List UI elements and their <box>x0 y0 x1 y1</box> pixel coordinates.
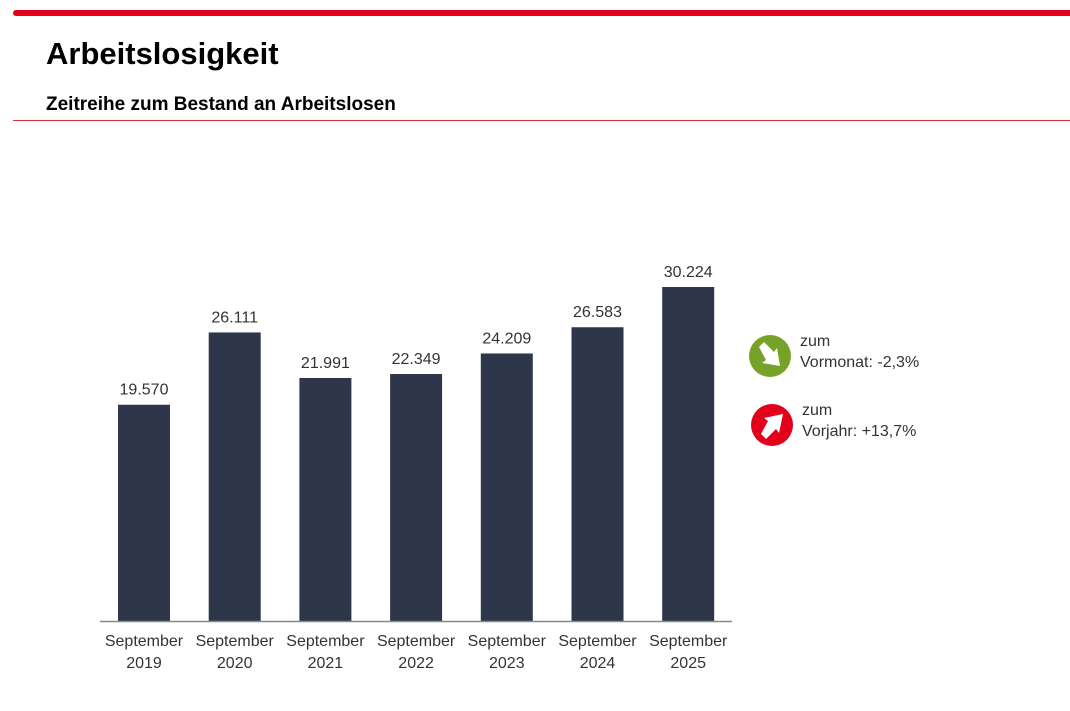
page-subtitle: Zeitreihe zum Bestand an Arbeitslosen <box>46 94 396 115</box>
x-tick-label: 2020 <box>217 655 253 672</box>
indicator-label: zum <box>800 333 831 350</box>
data-label: 30.224 <box>664 264 713 281</box>
x-tick-label: 2022 <box>398 655 434 672</box>
x-tick-label: 2023 <box>489 655 525 672</box>
x-tick-label: September <box>196 633 275 650</box>
indicator-value: Vorjahr: +13,7% <box>802 423 917 440</box>
indicator-value: Vormonat: -2,3% <box>800 354 920 371</box>
bar <box>571 327 624 621</box>
page-title: Arbeitslosigkeit <box>46 36 279 71</box>
data-label: 21.991 <box>301 355 350 372</box>
top-accent-bar <box>13 10 1070 16</box>
x-tick-label: September <box>286 633 365 650</box>
bar <box>208 332 261 621</box>
data-label: 26.111 <box>211 309 258 326</box>
bar <box>480 353 533 621</box>
x-tick-label: September <box>377 633 456 650</box>
bar <box>299 377 352 621</box>
divider <box>13 120 1070 121</box>
data-label: 22.349 <box>392 351 441 368</box>
arrow-down-right-icon <box>749 335 791 377</box>
indicator-label: zum <box>802 402 833 419</box>
data-label: 24.209 <box>482 330 531 347</box>
x-tick-label: 2024 <box>580 655 616 672</box>
x-tick-label: September <box>649 633 728 650</box>
x-tick-label: 2021 <box>308 655 344 672</box>
x-tick-label: 2019 <box>126 655 162 672</box>
bar <box>662 287 715 621</box>
data-label: 19.570 <box>120 382 169 399</box>
x-tick-label: September <box>558 633 637 650</box>
x-tick-label: September <box>105 633 184 650</box>
bar <box>118 404 170 621</box>
indicator-vorjahr: zum Vorjahr: +13,7% <box>750 402 917 447</box>
x-tick-label: September <box>468 633 547 650</box>
data-label: 26.583 <box>573 304 622 321</box>
arrow-up-right-icon <box>751 404 793 446</box>
bar <box>390 374 443 621</box>
x-tick-label: 2025 <box>670 655 706 672</box>
indicator-vormonat: zum Vormonat: -2,3% <box>748 333 920 378</box>
